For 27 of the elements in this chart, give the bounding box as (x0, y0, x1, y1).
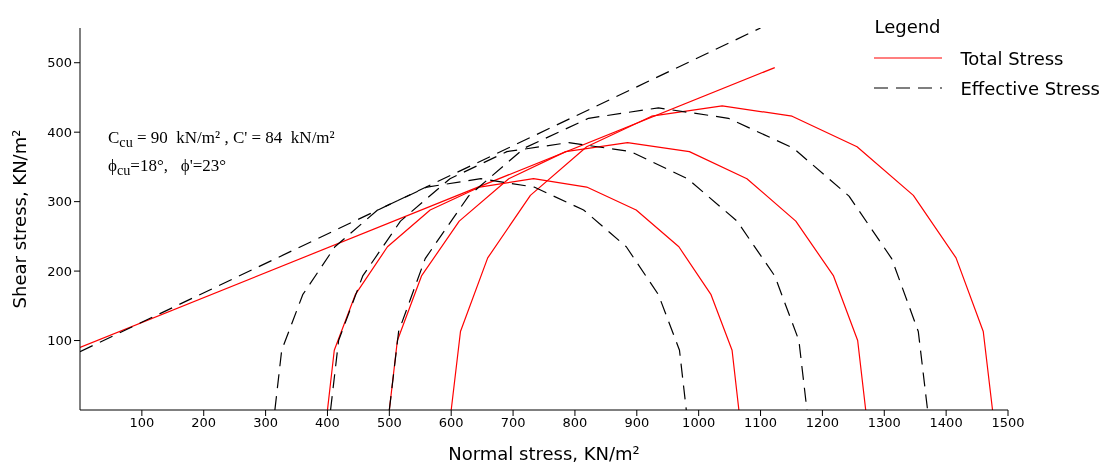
x-tick-label: 1500 (991, 415, 1025, 431)
x-tick-label: 1200 (805, 415, 839, 431)
x-tick-label: 200 (191, 415, 217, 431)
x-tick-label: 900 (624, 415, 650, 431)
x-tick-label: 800 (562, 415, 588, 431)
x-axis-title: Normal stress, KN/m² (448, 443, 640, 464)
y-tick-label: 500 (47, 55, 72, 71)
x-tick-label: 300 (253, 415, 279, 431)
x-tick-label: 1400 (929, 415, 963, 431)
x-tick-label: 1300 (867, 415, 901, 431)
x-tick-label: 1000 (682, 415, 716, 431)
legend-title: Legend (874, 16, 942, 37)
y-axis-title: Shear stress, KN/m² (9, 129, 31, 309)
x-tick-label: 700 (500, 415, 526, 431)
y-tick-label: 400 (47, 124, 72, 140)
x-tick-label: 500 (376, 415, 402, 431)
x-tick-label: 1100 (743, 415, 778, 431)
legend-label: Total Stress (960, 47, 1064, 69)
y-tick-label: 100 (47, 333, 72, 349)
x-tick-label: 600 (438, 415, 464, 431)
annotation: ϕ$_{cu}$=18°, ϕ'=23° (108, 155, 228, 181)
y-tick-label: 200 (47, 263, 72, 279)
y-tick-label: 300 (47, 194, 72, 210)
x-tick-label: 100 (129, 415, 155, 431)
x-tick-label: 400 (315, 415, 340, 431)
legend-label: Effective Stress (960, 77, 1100, 99)
annotation: C$_{cu}$ = 90 kN/m² , C' = 84 kN/m² (108, 127, 335, 153)
